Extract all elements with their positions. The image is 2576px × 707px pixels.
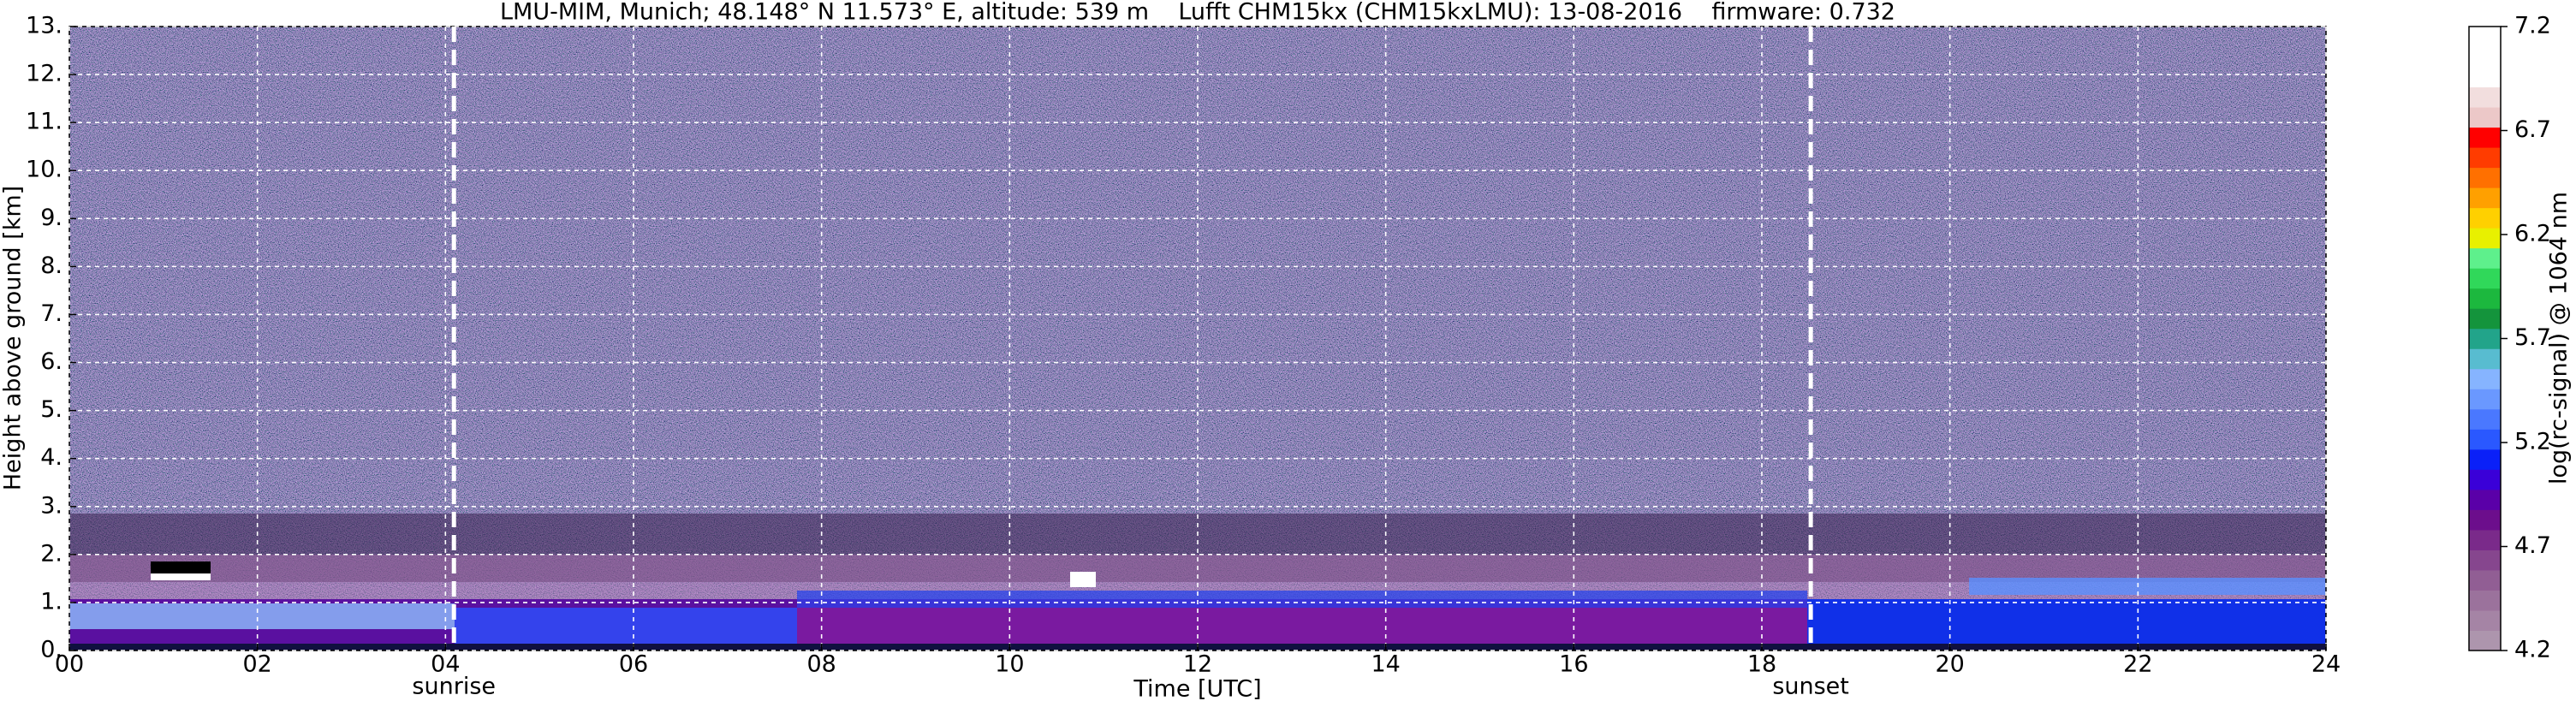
y-tick-label: 0. [40,637,62,663]
colorbar-swatch [2469,127,2501,148]
y-tick-label: 5. [40,396,62,423]
colorbar-swatch [2469,569,2501,591]
y-tick-label: 6. [40,348,62,375]
heatmap-cloud [151,561,211,577]
colorbar-swatch [2469,449,2501,470]
y-tick-label: 1. [40,588,62,615]
colorbar-swatch [2469,609,2501,631]
colorbar-swatch [2469,46,2501,68]
x-tick-label: 18 [1747,651,1776,678]
colorbar-swatch [2469,86,2501,108]
y-tick-label: 7. [40,300,62,327]
x-tick-label: 00 [55,651,84,678]
chart-title: LMU-MIM, Munich; 48.148° N 11.573° E, al… [500,0,1895,26]
x-tick-label: 14 [1371,651,1400,678]
x-tick-label: 22 [2123,651,2152,678]
colorbar-swatch [2469,268,2501,289]
x-tick-label: 12 [1183,651,1212,678]
y-tick-label: 12. [26,61,62,87]
x-tick-label: 04 [431,651,460,678]
x-tick-label: 08 [806,651,836,678]
colorbar-tick-label: 5.7 [2514,324,2551,351]
colorbar-swatch [2469,328,2501,349]
x-tick-label: 16 [1559,651,1588,678]
colorbar-swatch [2469,228,2501,249]
x-tick-label: 20 [1935,651,1964,678]
x-tick-label: 10 [995,651,1024,678]
heatmap-band [69,603,455,629]
y-tick-label: 9. [40,205,62,231]
heatmap-band [797,591,1807,608]
heatmap-band [1807,599,2326,651]
heatmap-cloud [1070,572,1096,587]
colorbar-swatch [2469,67,2501,88]
colorbar-swatch [2469,509,2501,531]
annotation-label: sunrise [412,674,496,700]
colorbar-swatch [2469,368,2501,389]
colorbar-swatch [2469,187,2501,209]
colorbar-swatch [2469,408,2501,430]
colorbar-swatch [2469,550,2501,571]
colorbar-swatch [2469,247,2501,269]
heatmap-band [1969,578,2326,595]
colorbar-swatch [2469,207,2501,229]
colorbar-swatch [2469,630,2501,651]
colorbar-swatch [2469,288,2501,309]
colorbar-swatch [2469,590,2501,611]
y-tick-label: 13. [26,13,62,39]
colorbar-tick-label: 6.2 [2514,221,2551,247]
y-tick-label: 3. [40,492,62,519]
colorbar-label: log(rc-signal) @ 1064 nm [2546,192,2573,484]
colorbar-swatch [2469,107,2501,128]
y-tick-label: 2. [40,540,62,567]
y-tick-label: 4. [40,444,62,471]
heatmap-band [455,608,797,646]
heatmap-cloud [151,573,211,580]
x-axis-label: Time [UTC] [1133,676,1261,703]
colorbar-tick-label: 4.2 [2514,637,2551,663]
colorbar-swatch [2469,348,2501,370]
x-tick-label: 06 [619,651,648,678]
colorbar-tick-label: 5.2 [2514,429,2551,455]
y-tick-label: 8. [40,253,62,279]
colorbar-swatch [2469,147,2501,169]
colorbar-swatch [2469,308,2501,330]
colorbar-tick-label: 7.2 [2514,13,2551,39]
annotation-label: sunset [1772,674,1849,700]
colorbar-swatch [2469,489,2501,510]
x-tick-label: 02 [242,651,271,678]
colorbar-swatch [2469,27,2501,48]
colorbar-swatch [2469,529,2501,550]
colorbar-swatch [2469,389,2501,410]
colorbar-swatch [2469,429,2501,450]
colorbar-tick-label: 6.7 [2514,116,2551,143]
colorbar-tick-label: 4.7 [2514,532,2551,559]
y-tick-label: 11. [26,109,62,135]
y-axis-label: Height above ground [km] [0,186,27,490]
x-tick-label: 24 [2311,651,2341,678]
colorbar-swatch [2469,469,2501,490]
colorbar-swatch [2469,167,2501,188]
y-tick-label: 10. [26,157,62,183]
